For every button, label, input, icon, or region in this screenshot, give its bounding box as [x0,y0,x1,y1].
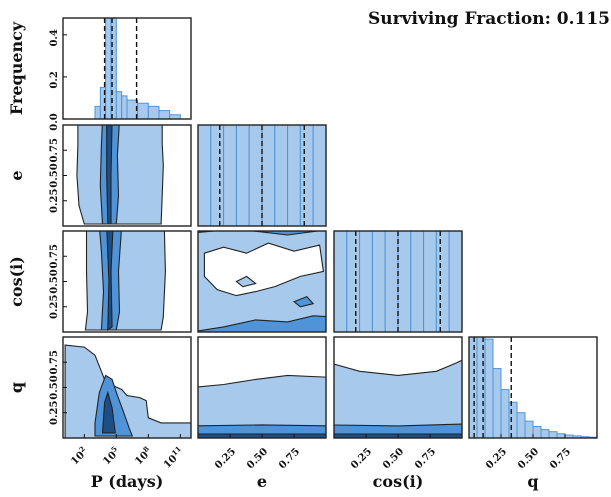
x-tick-label-e: 0.50 [245,446,270,471]
hist-q-bar [524,420,534,438]
x-axis-label-0: P (days) [91,472,164,491]
x-tick-label-cosi: 0.50 [381,446,406,471]
x-tick-label-p: 102 [67,444,90,467]
y-tick-label: 0.25 [49,189,60,213]
hist-q-bar [492,368,502,438]
hist-e-bar [223,125,237,226]
y-axis-label-2: cos(i) [7,256,26,307]
hist-e-bar [287,125,301,226]
y-tick-label: 0.75 [49,138,60,162]
density-e-cosi-spot [292,295,315,308]
hist-cosi-bar [334,231,348,332]
hist-cosi-bar [346,231,361,332]
panel-frame [197,124,327,227]
y-axis-label-3: q [7,382,26,393]
density-p-e-outer [76,125,164,225]
hist-q-bar [484,338,494,438]
density-e-cosi-top [198,231,322,236]
hist-cosi-bar [410,231,425,332]
hist-cosi-bar [384,231,399,332]
density-cosi-q-outer [334,359,462,438]
hist-q-bar [532,425,542,438]
y-tick-label: 0.50 [49,163,60,187]
x-tick-label-p: 1011 [160,444,187,471]
x-tick-label-e: 0.75 [277,446,302,471]
hist-e-bar [299,125,314,226]
panel-frame [62,17,192,120]
y-axis-label-1: e [7,170,26,180]
panel-frame [333,230,463,333]
x-tick-label-q: 0.50 [516,446,541,471]
hist-q-bar [516,412,526,438]
hist-q-bar [540,429,550,438]
hist-e-bar [210,125,225,226]
x-axis-label-3: q [527,472,538,491]
hist-e-bar [261,125,276,226]
x-tick-label-q: 0.25 [484,446,509,471]
density-e-cosi-bottom [198,315,326,332]
hist-cosi-bar [423,231,437,332]
hist-q-bar [548,431,558,438]
hist-cosi-bar [435,231,450,332]
hist-e-bar [312,125,326,226]
density-e-q-outer [198,374,326,438]
density-p-q-core [101,390,116,434]
x-tick-label-p: 108 [131,444,154,467]
y-axis-label-0: Frequency [7,21,26,115]
hist-p-bar [158,110,171,119]
hist-p-bar [121,95,128,119]
hist-q-bar [508,401,518,438]
y-tick-label-frequency: 0.4 [49,29,60,46]
hist-q-bar [476,337,486,438]
y-tick-label-frequency: 0.0 [49,113,60,130]
hist-p-bar [115,91,123,119]
hist-q-bar [469,337,478,438]
x-tick-label-cosi: 0.75 [413,446,438,471]
x-tick-label-p: 105 [99,444,122,467]
hist-e-bar [235,125,250,226]
density-e-cosi-hole [203,242,325,297]
hist-e-bar [248,125,263,226]
y-tick-label: 0.50 [49,269,60,293]
panel-frame [197,230,327,333]
y-tick-label: 0.75 [49,244,60,268]
hist-cosi-bar [397,231,412,332]
y-tick-label: 0.25 [49,401,60,425]
hist-p-bar [147,105,160,119]
density-p-cosi-outer [84,231,166,331]
hist-cosi-bar [371,231,386,332]
x-tick-label-e: 0.25 [213,446,238,471]
hist-p-bar [105,18,112,119]
x-axis-label-1: e [257,472,267,491]
x-tick-label-q: 0.75 [548,446,573,471]
density-e-cosi-island [235,275,257,288]
density-p-cosi-core [106,231,114,332]
x-axis-label-2: cos(i) [373,472,424,491]
hist-p-bar [137,102,149,119]
y-tick-label: 0.25 [49,295,60,319]
hist-p-bar [110,18,117,119]
hist-e-bar [198,125,212,226]
hist-e-bar [274,125,289,226]
density-p-e-core [106,125,113,225]
hist-cosi-bar [359,231,373,332]
hist-cosi-bar [448,231,462,332]
y-tick-label-frequency: 0.2 [49,71,60,88]
hist-p-bar [94,105,101,119]
y-tick-label: 0.75 [49,350,60,374]
chart-title: Surviving Fraction: 0.115 [368,9,610,29]
y-tick-label: 0.50 [49,375,60,399]
hist-q-bar [500,389,510,438]
x-tick-label-cosi: 0.25 [349,446,374,471]
